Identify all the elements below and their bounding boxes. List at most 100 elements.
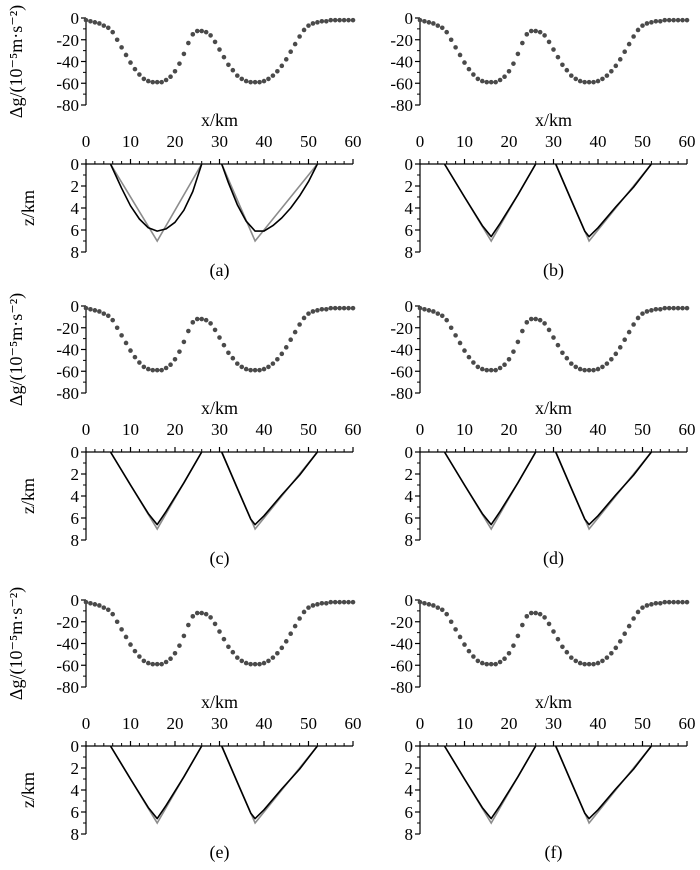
- depth-x-tick-label: 10: [456, 714, 473, 733]
- depth-y-tick-label: 4: [405, 199, 414, 218]
- gravity-data-point: [337, 17, 342, 23]
- gravity-data-point: [435, 311, 441, 316]
- gravity-y-tick-label: -20: [390, 31, 413, 50]
- gravity-data-point: [604, 655, 610, 660]
- gravity-data-point: [684, 305, 690, 311]
- panel-b: 0 -20 -40 -60 -80 x/km 0 10 20 30 40 50 60 0 2 4 6 8 (b): [390, 9, 695, 281]
- gravity-data-point: [582, 367, 587, 373]
- gravity-data-point: [141, 76, 147, 82]
- gravity-y-tick-label: -60: [390, 656, 413, 675]
- gravity-data-point: [186, 328, 191, 334]
- gravity-data-point: [662, 599, 668, 605]
- inverted-basin-line: [554, 163, 653, 238]
- gravity-data-point: [666, 305, 672, 311]
- depth-y-tick-label: 6: [71, 803, 80, 822]
- gravity-data-point: [83, 17, 89, 23]
- gravity-data-point: [671, 305, 676, 311]
- gravity-data-point: [270, 361, 276, 366]
- gravity-data-point: [92, 20, 98, 25]
- gravity-data-point: [431, 21, 436, 26]
- gravity-data-point: [457, 52, 463, 58]
- gravity-data-point: [243, 660, 249, 666]
- true-basin-line: [220, 163, 319, 243]
- depth-x-tick-label: 50: [300, 420, 317, 439]
- gravity-data-point: [546, 327, 552, 333]
- gravity-data-point: [199, 316, 204, 322]
- gravity-data-point: [622, 337, 627, 343]
- gravity-data-point: [270, 73, 276, 78]
- gravity-data-point: [609, 356, 614, 362]
- gravity-data-point: [613, 351, 619, 357]
- gravity-data-point: [150, 661, 156, 667]
- gravity-data-point: [444, 317, 449, 323]
- gravity-data-point: [502, 656, 507, 662]
- depth-y-axis-label: z/km: [18, 478, 38, 514]
- gravity-data-point: [217, 47, 222, 52]
- gravity-data-point: [658, 600, 663, 606]
- depth-x-tick-label: 30: [545, 420, 562, 439]
- depth-y-tick-label: 8: [71, 531, 80, 550]
- gravity-data-point: [324, 600, 329, 606]
- true-basin-line: [109, 451, 203, 531]
- gravity-data-point: [177, 643, 182, 648]
- gravity-data-point: [644, 603, 650, 608]
- depth-x-tick-label: 60: [345, 420, 362, 439]
- gravity-data-point: [533, 316, 538, 322]
- gravity-data-point: [243, 78, 249, 84]
- true-basin-line: [220, 745, 319, 825]
- gravity-data-point: [119, 627, 124, 632]
- gravity-data-point: [426, 308, 432, 313]
- true-model-series: [109, 163, 319, 243]
- gravity-data-point: [168, 74, 173, 80]
- inverted-model-series: [443, 745, 653, 820]
- gravity-data-point: [551, 47, 556, 52]
- gravity-data-point: [586, 367, 592, 373]
- depth-x-tick-label: 10: [122, 132, 139, 151]
- gravity-data-point: [235, 73, 240, 78]
- gravity-data-point: [146, 78, 151, 84]
- gravity-data-point: [537, 29, 543, 35]
- gravity-data-point: [555, 342, 561, 348]
- panel-label: (d): [543, 548, 564, 569]
- depth-y-tick-label: 4: [71, 781, 80, 800]
- gravity-data-point: [417, 17, 423, 23]
- gravity-data-point: [110, 29, 115, 35]
- gravity-axes: 0 -20 -40 -60 -80: [390, 297, 421, 403]
- gravity-data-point: [591, 367, 596, 373]
- gravity-data-point: [613, 645, 619, 651]
- gravity-data-point: [177, 349, 182, 354]
- gravity-data-point: [671, 17, 676, 23]
- gravity-axes: 0 -20 -40 -60 -80 Δg/(10⁻⁵m·s⁻²): [6, 587, 87, 700]
- depth-y-tick-label: 0: [405, 737, 414, 756]
- gravity-data-point: [484, 661, 490, 667]
- gravity-data-point: [631, 34, 636, 39]
- gravity-data-point: [163, 77, 169, 83]
- gravity-data-point: [132, 66, 138, 72]
- gravity-data-point: [172, 356, 178, 362]
- gravity-data-point: [257, 661, 262, 667]
- gravity-data-point: [653, 600, 659, 606]
- panel-label: (c): [210, 548, 230, 569]
- gravity-data-point: [684, 599, 690, 605]
- gravity-data-point: [114, 619, 120, 625]
- gravity-y-tick-label: -80: [390, 678, 413, 697]
- true-basin-line: [443, 451, 537, 531]
- gravity-data-point: [613, 63, 619, 69]
- gravity-data-point: [92, 308, 98, 313]
- gravity-data-point: [319, 306, 325, 312]
- gravity-observed-series: [83, 599, 356, 667]
- gravity-data-point: [573, 364, 579, 370]
- gravity-y-tick-label: -40: [390, 53, 413, 72]
- gravity-data-point: [341, 599, 347, 605]
- gravity-data-point: [635, 27, 641, 33]
- gravity-data-point: [524, 32, 530, 37]
- gravity-data-point: [252, 367, 258, 373]
- gravity-y-tick-label: -80: [56, 96, 79, 115]
- gravity-data-point: [520, 622, 525, 628]
- true-basin-line: [554, 745, 653, 825]
- inverted-basin-line: [109, 451, 203, 526]
- depth-x-tick-label: 40: [256, 132, 273, 151]
- gravity-data-point: [132, 648, 138, 654]
- gravity-data-point: [123, 340, 129, 346]
- gravity-y-tick-label: -20: [390, 319, 413, 338]
